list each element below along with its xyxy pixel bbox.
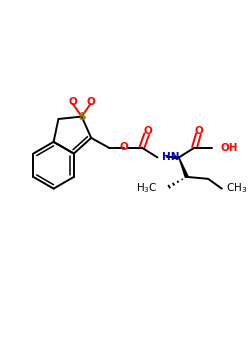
- Text: H$_3$C: H$_3$C: [136, 182, 158, 196]
- Text: S: S: [78, 112, 86, 121]
- Text: O: O: [68, 97, 77, 107]
- Text: CH$_3$: CH$_3$: [226, 182, 247, 196]
- Text: O: O: [120, 142, 129, 152]
- Text: O: O: [143, 126, 152, 136]
- Text: O: O: [86, 97, 95, 107]
- Polygon shape: [179, 158, 188, 177]
- Text: HN: HN: [162, 152, 180, 162]
- Text: OH: OH: [221, 143, 238, 153]
- Text: O: O: [195, 126, 204, 136]
